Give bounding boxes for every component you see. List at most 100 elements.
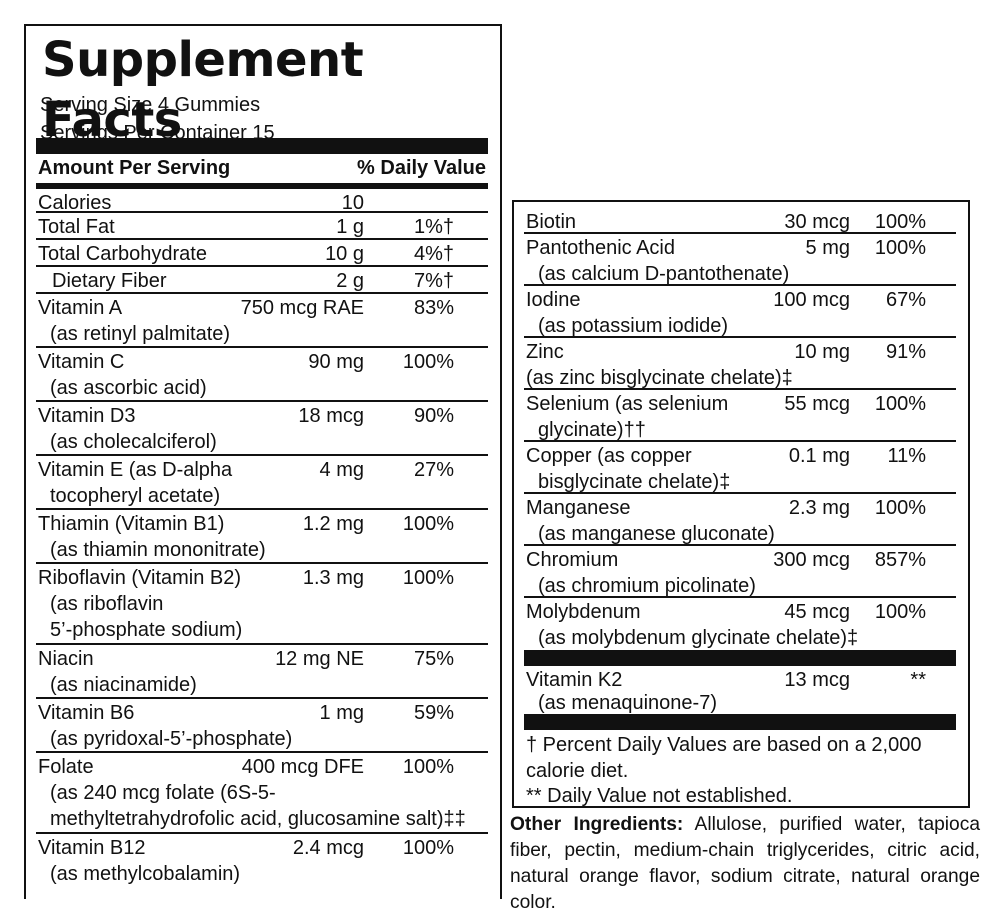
nutrient-row-vitamin-a: Vitamin A 750 mcg RAE 83% (as retinyl palmi… xyxy=(36,294,488,348)
thick-divider xyxy=(524,650,956,666)
nutrient-amount: 55 mcg xyxy=(784,393,850,415)
nutrient-source: 5’-phosphate sodium) xyxy=(50,619,243,641)
nutrient-row-selenium: Selenium (as selenium 55 mcg 100% glycinate… xyxy=(524,390,956,442)
nutrient-name: Folate xyxy=(38,756,94,778)
other-ingredients: Other Ingredients: Allulose, purified wa… xyxy=(510,812,980,916)
nutrient-source: (as pyridoxal-5’-phosphate) xyxy=(50,728,293,750)
thick-divider xyxy=(36,138,488,154)
nutrient-daily-value: 857% xyxy=(874,549,926,571)
nutrient-list-left: Calories 10 Total Fat 1 g 1%† Total Carbohydr… xyxy=(36,189,488,888)
nutrient-amount: 10 xyxy=(341,192,364,214)
nutrient-daily-value: 11% xyxy=(887,445,926,467)
nutrient-row-biotin: Biotin 30 mcg 100% xyxy=(524,208,956,234)
nutrient-amount: 10 g xyxy=(325,243,364,265)
nutrient-name: Vitamin B12 xyxy=(38,837,146,859)
nutrient-row-vitamin-b12: Vitamin B12 2.4 mcg 100% (as methylcobalami… xyxy=(36,834,488,888)
nutrient-row-vitamin-b6: Vitamin B6 1 mg 59% (as pyridoxal-5’-phosph… xyxy=(36,699,488,753)
nutrient-row-copper: Copper (as copper 0.1 mg 11% bisglycinate c… xyxy=(524,442,956,494)
nutrient-amount: 1.3 mg xyxy=(302,567,364,589)
nutrient-amount: 2.4 mcg xyxy=(292,837,364,859)
nutrient-daily-value: 100% xyxy=(402,351,454,373)
nutrient-row-total-carbohydrate: Total Carbohydrate 10 g 4%† xyxy=(36,240,488,267)
nutrient-amount: 300 mcg xyxy=(773,549,850,571)
nutrient-daily-value: 7%† xyxy=(413,270,454,292)
nutrient-row-manganese: Manganese 2.3 mg 100% (as manganese glucona… xyxy=(524,494,956,546)
nutrient-amount: 18 mcg xyxy=(298,405,364,427)
nutrient-source: (as methylcobalamin) xyxy=(50,863,241,885)
nutrient-daily-value: 100% xyxy=(874,393,926,415)
footnote-daily-values: † Percent Daily Values are based on a 2,… xyxy=(526,734,922,756)
footnote-calorie-diet: calorie diet. xyxy=(526,760,629,782)
nutrient-source: bisglycinate chelate)‡ xyxy=(538,471,731,493)
nutrient-amount: 5 mg xyxy=(805,237,850,259)
nutrient-name: Vitamin K2 xyxy=(526,669,623,691)
nutrient-daily-value: 100% xyxy=(874,211,926,233)
nutrient-amount: 750 mcg RAE xyxy=(240,297,364,319)
nutrient-source: (as thiamin mononitrate) xyxy=(50,539,266,561)
nutrient-name: Total Fat xyxy=(38,216,115,238)
nutrient-source: (as niacinamide) xyxy=(50,674,197,696)
nutrient-row-vitamin-d3: Vitamin D3 18 mcg 90% (as cholecalciferol) xyxy=(36,402,488,456)
nutrient-amount: 13 mcg xyxy=(784,669,850,691)
header-divider xyxy=(36,183,488,189)
nutrient-source: (as chromium picolinate) xyxy=(538,575,756,597)
panel-title: Supplement Facts xyxy=(42,32,364,148)
nutrient-row-riboflavin: Riboflavin (Vitamin B2) 1.3 mg 100% (as rib… xyxy=(36,564,488,645)
nutrient-daily-value: ** xyxy=(910,669,926,691)
nutrient-daily-value: 100% xyxy=(402,513,454,535)
nutrient-daily-value: 83% xyxy=(413,297,454,319)
supplement-facts-panel-left: Supplement Facts Serving Size 4 Gummies … xyxy=(24,24,502,899)
nutrient-amount: 400 mcg DFE xyxy=(241,756,364,778)
daily-value-header: % Daily Value xyxy=(357,157,486,179)
nutrient-daily-value: 1%† xyxy=(413,216,454,238)
nutrient-name: Total Carbohydrate xyxy=(38,243,207,265)
nutrient-daily-value: 4%† xyxy=(413,243,454,265)
nutrient-source: glycinate)†† xyxy=(538,419,646,441)
nutrient-source: (as potassium iodide) xyxy=(538,315,729,337)
nutrient-row-total-fat: Total Fat 1 g 1%† xyxy=(36,213,488,240)
nutrient-amount: 4 mg xyxy=(319,459,364,481)
nutrient-row-pantothenic-acid: Pantothenic Acid 5 mg 100% (as calcium D-pa… xyxy=(524,234,956,286)
other-ingredients-text: Allulose, purified water, tapioca fiber,… xyxy=(510,814,980,913)
nutrient-daily-value: 90% xyxy=(413,405,454,427)
amount-per-serving-header: Amount Per Serving xyxy=(38,157,231,179)
nutrient-amount: 2 g xyxy=(336,270,364,292)
nutrient-name: Vitamin E (as D-alpha xyxy=(38,459,233,481)
nutrient-daily-value: 91% xyxy=(885,341,926,363)
nutrient-source: (as menaquinone-7) xyxy=(538,692,717,714)
nutrient-row-zinc: Zinc 10 mg 91% (as zinc bisglycinate chelat… xyxy=(524,338,956,390)
nutrient-name: Calories xyxy=(38,192,112,214)
nutrient-row-vitamin-e: Vitamin E (as D-alpha 4 mg 27% tocopheryl a… xyxy=(36,456,488,510)
nutrient-source: (as ascorbic acid) xyxy=(50,377,207,399)
nutrient-daily-value: 100% xyxy=(874,237,926,259)
nutrient-name: Zinc xyxy=(526,341,564,363)
nutrient-name: Vitamin A xyxy=(38,297,123,319)
nutrient-list-right: Biotin 30 mcg 100% Pantothenic Acid 5 mg 100%… xyxy=(524,208,956,650)
nutrient-daily-value: 75% xyxy=(413,648,454,670)
nutrient-row-calories: Calories 10 xyxy=(36,189,488,214)
nutrient-row-thiamin: Thiamin (Vitamin B1) 1.2 mg 100% (as thiami… xyxy=(36,510,488,564)
nutrient-amount: 10 mg xyxy=(794,341,850,363)
nutrient-amount: 2.3 mg xyxy=(788,497,850,519)
nutrient-daily-value: 27% xyxy=(413,459,454,481)
nutrient-daily-value: 100% xyxy=(874,497,926,519)
nutrient-name: Biotin xyxy=(526,211,577,233)
nutrient-amount: 30 mcg xyxy=(784,211,850,233)
nutrient-row-vitamin-c: Vitamin C 90 mg 100% (as ascorbic acid) xyxy=(36,348,488,402)
nutrient-row-chromium: Chromium 300 mcg 857% (as chromium picolina… xyxy=(524,546,956,598)
nutrient-row-iodine: Iodine 100 mcg 67% (as potassium iodide) xyxy=(524,286,956,338)
nutrient-name: Dietary Fiber xyxy=(52,270,167,292)
nutrient-name: Chromium xyxy=(526,549,619,571)
nutrient-name: Pantothenic Acid xyxy=(526,237,675,259)
nutrient-name: Riboflavin (Vitamin B2) xyxy=(38,567,242,589)
nutrient-amount: 0.1 mg xyxy=(788,445,850,467)
nutrient-row-dietary-fiber: Dietary Fiber 2 g 7%† xyxy=(36,267,488,294)
nutrient-daily-value: 100% xyxy=(402,567,454,589)
nutrient-amount: 90 mg xyxy=(308,351,364,373)
footnote-not-established: ** Daily Value not established. xyxy=(526,785,793,807)
vitamin-k2-section: Vitamin K2 13 mcg ** (as menaquinone-7) xyxy=(524,666,956,714)
nutrient-source: (as calcium D-pantothenate) xyxy=(538,263,790,285)
nutrient-amount: 1 g xyxy=(336,216,364,238)
nutrient-source: (as cholecalciferol) xyxy=(50,431,217,453)
serving-size: Serving Size 4 Gummies xyxy=(40,94,261,116)
